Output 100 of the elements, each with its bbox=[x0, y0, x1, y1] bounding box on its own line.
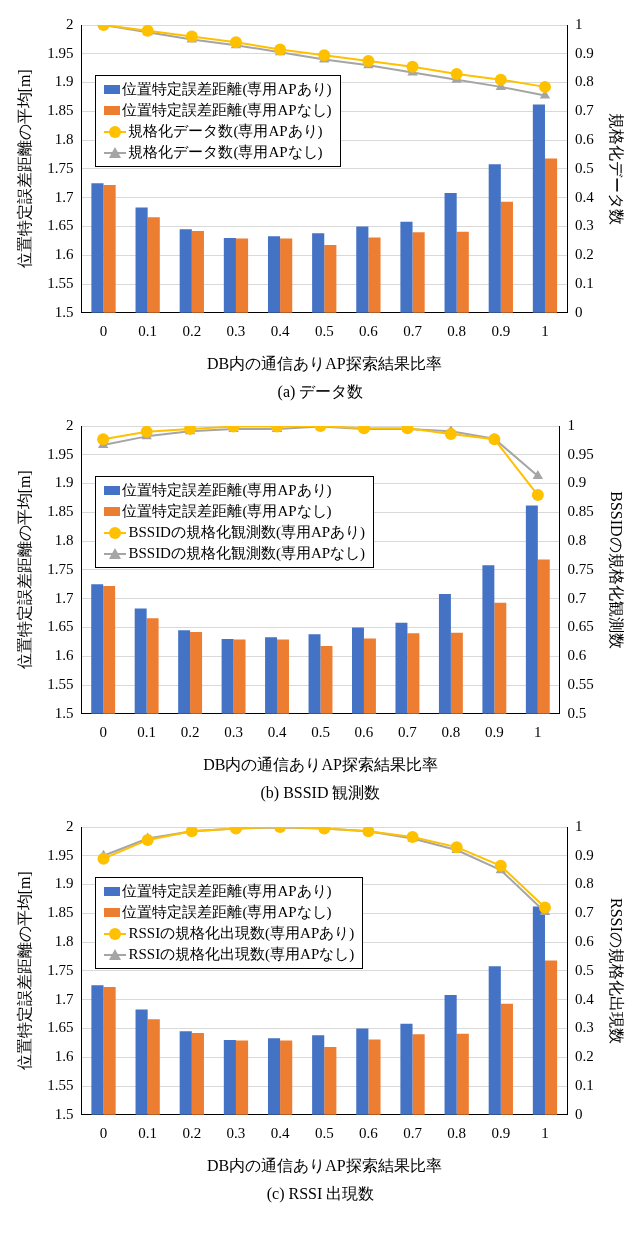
y2-tick-label: 0.3 bbox=[575, 217, 594, 234]
y2-tick-label: 0.95 bbox=[567, 445, 594, 462]
point bbox=[450, 67, 463, 80]
y2-tick-label: 0.9 bbox=[575, 846, 594, 863]
y-tick-label: 1.85 bbox=[47, 503, 74, 520]
y-tick-label: 1.5 bbox=[54, 704, 74, 721]
y2-tick-label: 0.8 bbox=[567, 532, 587, 549]
y-tick-label: 1.5 bbox=[54, 303, 74, 320]
x-tick-label: 0.9 bbox=[491, 1124, 511, 1141]
text: (b) BSSID 観測数 bbox=[259, 783, 382, 804]
x-tick-label: 0.8 bbox=[447, 322, 467, 339]
x-tick-label: 0.7 bbox=[403, 1124, 423, 1141]
y-tick-label: 2 bbox=[65, 817, 74, 834]
legend-label: BSSIDの規格化観測数(専用APあり) bbox=[128, 523, 366, 542]
x-tick-label: 0.5 bbox=[311, 723, 330, 740]
y-tick-label: 1.65 bbox=[47, 217, 74, 234]
x-tick-label: 0.3 bbox=[224, 723, 243, 740]
y-tick-label: 1.8 bbox=[54, 532, 74, 549]
y2-tick-label: 1 bbox=[575, 15, 583, 32]
y2-tick-label: 1 bbox=[575, 817, 583, 834]
y-tick-label: 1.95 bbox=[47, 846, 74, 863]
legend-label: 位置特定誤差距離(専用APなし) bbox=[122, 502, 332, 521]
y2-axis-title: BSSIDの規格化観測数 bbox=[608, 491, 626, 649]
y2-tick-label: 0.5 bbox=[575, 961, 594, 978]
y-tick-label: 1.6 bbox=[54, 647, 74, 664]
y2-tick-label: 0.7 bbox=[567, 589, 587, 606]
point bbox=[318, 49, 331, 62]
y-tick-label: 1.8 bbox=[54, 933, 74, 950]
x-tick-label: 1 bbox=[541, 1124, 549, 1141]
y-tick-label: 1.75 bbox=[47, 159, 74, 176]
y-tick-label: 1.6 bbox=[54, 246, 74, 263]
y2-tick-label: 0.8 bbox=[575, 73, 594, 90]
y-tick-label: 1.75 bbox=[47, 560, 74, 577]
legend-label: 位置特定誤差距離(専用APなし) bbox=[122, 101, 332, 120]
y2-tick-label: 0.1 bbox=[575, 1076, 594, 1093]
y-tick-label: 1.7 bbox=[54, 188, 74, 205]
y-tick-label: 1.55 bbox=[47, 1076, 74, 1093]
x-tick-label: 0.4 bbox=[267, 723, 287, 740]
y2-tick-label: 0.65 bbox=[567, 618, 594, 635]
y-tick-label: 1.55 bbox=[47, 675, 74, 692]
legend-label: 位置特定誤差距離(専用APあり) bbox=[122, 882, 332, 901]
legend-label: 位置特定誤差距離(専用APあり) bbox=[122, 481, 332, 500]
y2-tick-label: 0.55 bbox=[567, 675, 594, 692]
y2-tick-label: 0.85 bbox=[567, 503, 594, 520]
x-tick-label: 0 bbox=[99, 1124, 108, 1141]
legend-label: 位置特定誤差距離(専用APなし) bbox=[122, 903, 332, 922]
y-tick-label: 2 bbox=[65, 416, 74, 433]
y-tick-label: 1.55 bbox=[47, 274, 74, 291]
y-tick-label: 1.7 bbox=[54, 589, 74, 606]
x-tick-label: 1 bbox=[541, 322, 549, 339]
y2-tick-label: 0.75 bbox=[567, 560, 594, 577]
y-tick-label: 1.6 bbox=[54, 1048, 74, 1065]
x-tick-label: 1 bbox=[534, 723, 542, 740]
y2-tick-label: 0.6 bbox=[567, 647, 587, 664]
x-tick-label: 0.1 bbox=[137, 723, 157, 740]
x-tick-label: 0.4 bbox=[270, 322, 290, 339]
x-tick-label: 0.8 bbox=[441, 723, 461, 740]
y2-tick-label: 0 bbox=[575, 1105, 583, 1122]
y-tick-label: 1.85 bbox=[47, 102, 74, 119]
y-tick-label: 1.9 bbox=[54, 875, 74, 892]
legend-label: 規格化データ数(専用APなし) bbox=[128, 143, 323, 162]
y2-tick-label: 0.2 bbox=[575, 246, 594, 263]
y2-tick-label: 0 bbox=[575, 303, 583, 320]
legend-label: RSSIの規格化出現数(専用APあり) bbox=[128, 924, 355, 943]
x-tick-label: 0.6 bbox=[359, 322, 379, 339]
x-axis-title: DB内の通信ありAP探索結果比率 bbox=[206, 1156, 442, 1174]
y-axis-title: 位置特定誤差距離の平均[m] bbox=[15, 871, 33, 1071]
y2-tick-label: 0.2 bbox=[575, 1048, 594, 1065]
x-axis-title: DB内の通信ありAP探索結果比率 bbox=[203, 755, 438, 773]
x-tick-label: 0.3 bbox=[226, 1124, 246, 1141]
x-tick-label: 0.9 bbox=[484, 723, 504, 740]
point bbox=[494, 73, 507, 86]
x-tick-label: 0.1 bbox=[138, 1124, 158, 1141]
legend-label: 規格化データ数(専用APあり) bbox=[128, 122, 323, 141]
y-tick-label: 1.7 bbox=[54, 990, 74, 1007]
x-tick-label: 0.4 bbox=[270, 1124, 290, 1141]
x-tick-label: 0.2 bbox=[182, 1124, 202, 1141]
y2-tick-label: 0.4 bbox=[575, 188, 595, 205]
point bbox=[538, 80, 551, 93]
y-tick-label: 1.65 bbox=[47, 1019, 74, 1036]
y2-tick-label: 0.1 bbox=[575, 274, 594, 291]
y-tick-label: 1.65 bbox=[47, 618, 74, 635]
x-tick-label: 0.1 bbox=[138, 322, 158, 339]
x-tick-label: 0.6 bbox=[354, 723, 374, 740]
y2-tick-label: 0.6 bbox=[575, 933, 595, 950]
x-tick-label: 0.7 bbox=[403, 322, 423, 339]
legend-label: 位置特定誤差距離(専用APあり) bbox=[122, 80, 332, 99]
y2-tick-label: 0.9 bbox=[567, 474, 587, 491]
x-tick-label: 0.3 bbox=[226, 322, 246, 339]
text: (a) データ数 bbox=[276, 382, 365, 403]
y2-axis-title: RSSIの規格化出現数 bbox=[608, 898, 626, 1044]
x-tick-label: 0.6 bbox=[359, 1124, 379, 1141]
x-tick-label: 0 bbox=[99, 723, 107, 740]
point bbox=[362, 54, 375, 67]
y2-tick-label: 0.7 bbox=[575, 102, 595, 119]
y-tick-label: 1.95 bbox=[47, 44, 74, 61]
y2-axis-title: 規格化データ数 bbox=[608, 112, 626, 225]
y2-tick-label: 0.7 bbox=[575, 904, 595, 921]
y2-tick-label: 0.3 bbox=[575, 1019, 594, 1036]
y2-tick-label: 0.5 bbox=[575, 159, 594, 176]
